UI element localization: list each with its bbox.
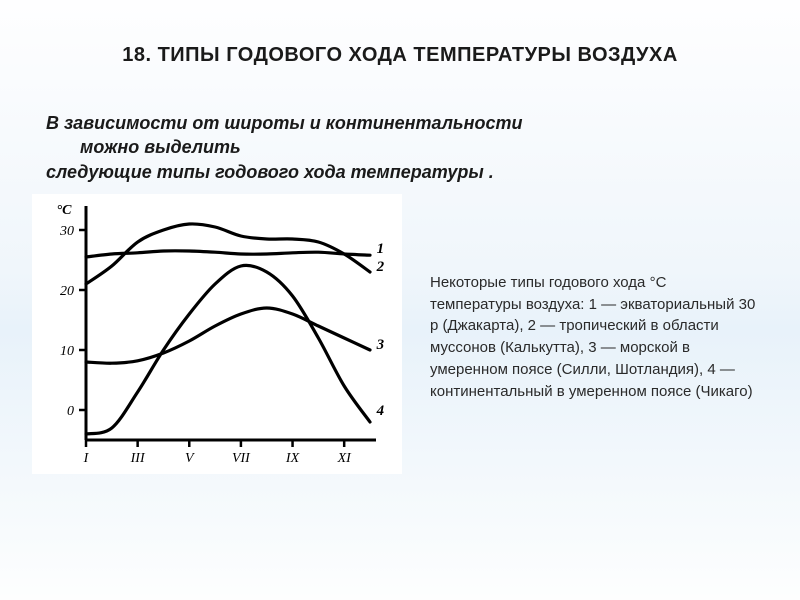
svg-text:4: 4 (376, 403, 385, 419)
svg-text:I: I (83, 451, 90, 466)
svg-text:0: 0 (67, 404, 74, 419)
svg-text:III: III (130, 451, 146, 466)
chart-legend: Некоторые типы годового хода °C температ… (430, 272, 760, 474)
svg-text:V: V (185, 451, 195, 466)
slide-title-text: 18. ТИПЫ ГОДОВОГО ХОДА ТЕМПЕРАТУРЫ ВОЗДУ… (122, 44, 678, 66)
temperature-chart: 0102030°CIIIIVVIIIXXI1234 (32, 194, 402, 474)
svg-text:20: 20 (60, 284, 74, 299)
svg-text:VII: VII (232, 451, 251, 466)
content-row: 0102030°CIIIIVVIIIXXI1234 Некоторые типы… (0, 194, 800, 474)
chart-svg: 0102030°CIIIIVVIIIXXI1234 (32, 194, 402, 474)
svg-text:1: 1 (377, 241, 385, 257)
chart-legend-text: Некоторые типы годового хода °C температ… (430, 274, 755, 400)
subtitle-line-2: можно выделить (46, 135, 754, 159)
subtitle-line-3: следующие типы годового хода температуры… (46, 160, 754, 184)
svg-text:2: 2 (376, 259, 385, 275)
svg-text:10: 10 (60, 344, 74, 359)
svg-text:3: 3 (376, 337, 385, 353)
subtitle: В зависимости от широты и континентально… (46, 111, 754, 184)
slide-title: 18. ТИПЫ ГОДОВОГО ХОДА ТЕМПЕРАТУРЫ ВОЗДУ… (0, 0, 800, 67)
svg-text:°C: °C (57, 203, 73, 218)
svg-text:XI: XI (337, 451, 353, 466)
subtitle-line-1: В зависимости от широты и континентально… (46, 111, 754, 135)
svg-text:30: 30 (59, 224, 74, 239)
svg-text:IX: IX (285, 451, 300, 466)
